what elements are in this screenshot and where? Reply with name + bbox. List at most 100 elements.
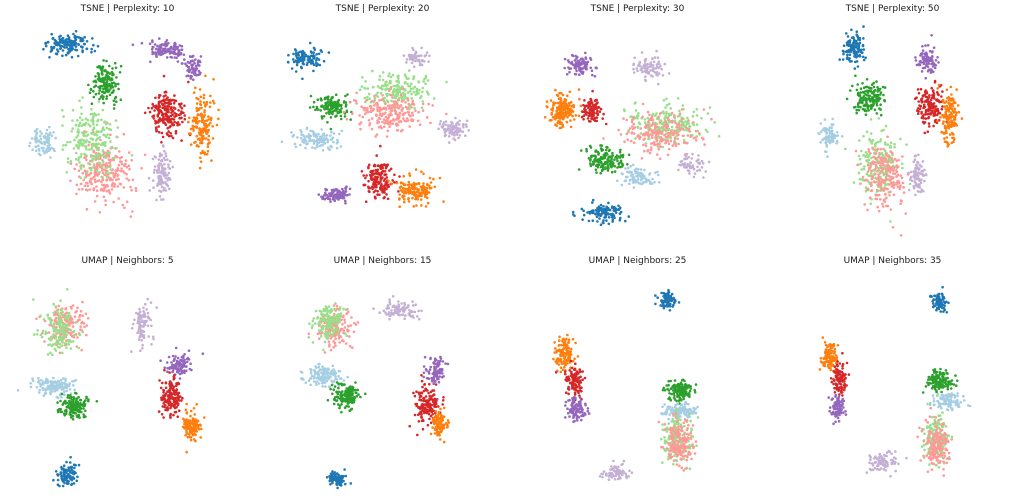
data-point: [385, 193, 388, 196]
data-point: [566, 115, 569, 119]
data-point: [328, 192, 331, 195]
data-point: [157, 158, 161, 161]
data-point: [679, 128, 682, 131]
data-point: [165, 39, 169, 42]
data-point: [647, 137, 651, 140]
data-point: [442, 200, 445, 203]
data-point: [871, 92, 874, 95]
data-point: [110, 91, 114, 95]
data-point: [302, 141, 306, 144]
data-point: [379, 144, 382, 148]
data-point: [101, 65, 105, 69]
data-point: [376, 95, 379, 98]
data-point: [922, 62, 926, 66]
data-point: [660, 126, 663, 130]
scatter-plot: [817, 25, 964, 237]
data-point: [303, 137, 306, 140]
data-point: [113, 61, 117, 65]
data-point: [337, 111, 341, 114]
data-point: [644, 75, 647, 78]
data-point: [109, 168, 112, 171]
data-point: [927, 122, 931, 125]
data-point: [861, 98, 865, 102]
panel-title: TSNE | Perplexity: 20: [335, 4, 430, 14]
data-point: [868, 94, 872, 98]
data-point: [390, 108, 393, 111]
scatter-plot: [28, 30, 220, 218]
data-point: [108, 165, 112, 168]
data-point: [152, 171, 156, 174]
data-point: [60, 37, 64, 41]
data-point: [462, 126, 465, 129]
data-point: [597, 205, 601, 208]
data-point: [378, 106, 382, 109]
data-point: [42, 47, 45, 51]
data-point: [951, 109, 955, 113]
data-point: [662, 112, 666, 115]
data-point: [83, 176, 87, 179]
data-point: [823, 118, 827, 121]
data-point: [601, 117, 604, 120]
data-point: [651, 64, 655, 67]
data-point: [130, 153, 134, 157]
data-point: [601, 221, 605, 224]
data-point: [662, 125, 666, 128]
data-point: [858, 55, 862, 58]
data-point: [855, 30, 859, 33]
data-point: [571, 210, 575, 214]
data-point: [103, 120, 106, 124]
data-point: [165, 56, 169, 59]
data-point: [159, 183, 163, 186]
data-point: [565, 102, 568, 106]
data-point: [955, 88, 958, 91]
data-point: [166, 179, 169, 182]
data-point: [447, 125, 450, 128]
scatter-panel: TSNE | Perplexity: 50: [765, 0, 1020, 252]
data-point: [924, 51, 928, 54]
data-point: [591, 201, 594, 204]
data-point: [398, 205, 401, 208]
data-point: [452, 127, 455, 130]
data-point: [373, 183, 376, 187]
data-point: [362, 183, 366, 187]
data-point: [358, 114, 361, 117]
data-point: [427, 191, 431, 194]
data-point: [946, 118, 949, 121]
data-point: [400, 108, 403, 112]
data-point: [606, 146, 609, 149]
cluster-points: [147, 144, 175, 202]
data-point: [855, 45, 859, 48]
data-point: [159, 190, 163, 193]
data-point: [194, 64, 198, 68]
data-point: [700, 117, 703, 120]
data-point: [187, 120, 190, 124]
data-point: [193, 62, 196, 65]
data-point: [623, 179, 627, 183]
data-point: [949, 107, 952, 110]
data-point: [664, 129, 667, 132]
data-point: [320, 50, 323, 53]
data-point: [207, 123, 211, 126]
data-point: [644, 64, 648, 68]
data-point: [373, 99, 376, 102]
data-point: [85, 47, 88, 51]
data-point: [161, 49, 165, 53]
data-point: [48, 131, 52, 135]
data-point: [197, 59, 200, 62]
data-point: [657, 62, 660, 65]
data-point: [932, 46, 936, 49]
data-point: [388, 125, 391, 129]
data-point: [54, 136, 57, 140]
data-point: [173, 56, 176, 59]
data-point: [52, 131, 55, 134]
data-point: [92, 163, 96, 166]
data-point: [183, 117, 187, 121]
data-point: [404, 96, 407, 100]
data-point: [599, 206, 603, 210]
data-point: [698, 168, 702, 172]
cluster-points: [342, 86, 448, 138]
data-point: [112, 99, 116, 103]
data-point: [398, 175, 401, 178]
data-point: [629, 174, 633, 177]
data-point: [308, 55, 311, 59]
